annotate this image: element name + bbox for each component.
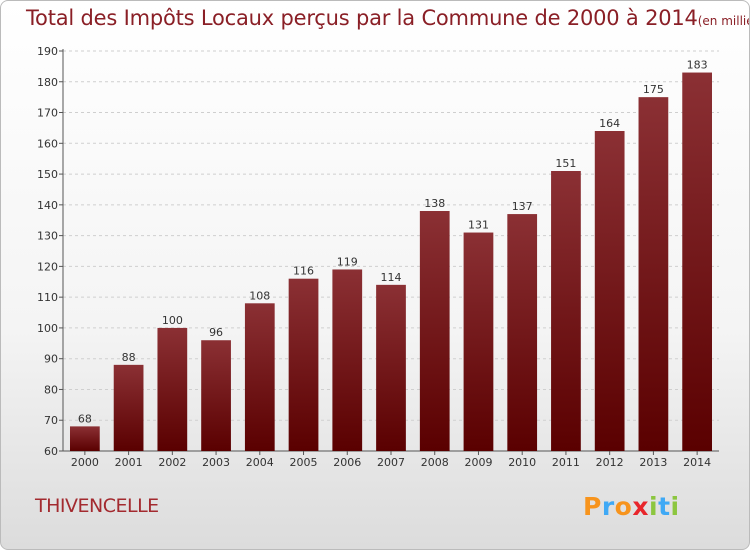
bar-2012 <box>594 131 625 451</box>
bar-value-label: 183 <box>687 59 708 72</box>
brand-logo-letter: t <box>658 492 671 521</box>
bar-2004 <box>244 303 275 451</box>
bar-value-label: 108 <box>249 289 270 302</box>
bar-value-label: 116 <box>293 265 314 278</box>
y-tick-label: 190 <box>37 45 58 58</box>
x-tick-label: 2002 <box>158 456 186 469</box>
bar-2000 <box>69 426 100 451</box>
bar-2006 <box>332 269 363 451</box>
bar-value-label: 100 <box>162 314 183 327</box>
x-tick-label: 2005 <box>290 456 318 469</box>
y-tick-label: 180 <box>37 76 58 89</box>
x-tick-label: 2000 <box>71 456 99 469</box>
commune-name: THIVENCELLE <box>35 495 159 517</box>
bar-value-label: 137 <box>512 200 533 213</box>
y-tick-label: 70 <box>44 414 58 427</box>
bar-value-label: 68 <box>78 412 92 425</box>
brand-logo-letter: o <box>614 492 633 521</box>
bar-value-label: 96 <box>209 326 223 339</box>
x-tick-label: 2004 <box>246 456 274 469</box>
bar-2001 <box>113 364 144 451</box>
bar-value-label: 175 <box>643 83 664 96</box>
bar-2011 <box>551 171 581 451</box>
x-tick-label: 2008 <box>421 456 449 469</box>
bar-2010 <box>507 214 538 451</box>
chart-title-text: Total des Impôts Locaux perçus par la Co… <box>26 6 698 30</box>
x-tick-label: 2011 <box>552 456 580 469</box>
y-tick-label: 160 <box>37 137 58 150</box>
bar-value-label: 151 <box>555 157 576 170</box>
y-tick-label: 130 <box>37 230 58 243</box>
bar-2002 <box>157 327 188 451</box>
bar-2007 <box>376 284 406 451</box>
labels: 60 70 80 90 100 110 120 130 140 150 160 170 180 190 68… <box>37 45 711 469</box>
x-tick-label: 2003 <box>202 456 230 469</box>
brand-logo-letter: r <box>601 492 615 521</box>
chart-title: Total des Impôts Locaux perçus par la Co… <box>26 6 749 30</box>
brand-logo-letter: P <box>583 492 602 521</box>
bar-value-label: 131 <box>468 219 489 232</box>
bar-value-label: 119 <box>337 255 358 268</box>
x-tick-label: 2001 <box>115 456 143 469</box>
x-tick-label: 2012 <box>596 456 624 469</box>
chart-title-unit: (en milliers d'€) <box>697 14 749 28</box>
bar-2014 <box>682 72 713 452</box>
x-tick-label: 2006 <box>333 456 361 469</box>
x-tick-label: 2014 <box>683 456 711 469</box>
y-tick-label: 90 <box>44 353 58 366</box>
y-tick-label: 110 <box>37 291 58 304</box>
bar-2005 <box>288 278 319 451</box>
y-tick-label: 150 <box>37 168 58 181</box>
y-tick-label: 100 <box>37 322 58 335</box>
bar-value-label: 138 <box>424 197 445 210</box>
brand-logo-letter: i <box>670 492 680 521</box>
x-tick-label: 2007 <box>377 456 405 469</box>
bar-2008 <box>419 211 450 451</box>
bars <box>69 72 713 452</box>
bar-value-label: 88 <box>122 351 136 364</box>
brand-logo: Proxiti <box>583 492 680 521</box>
bar-value-label: 114 <box>381 271 402 284</box>
y-tick-label: 60 <box>44 445 58 458</box>
y-tick-label: 170 <box>37 107 58 120</box>
x-tick-label: 2013 <box>639 456 667 469</box>
bar-2009 <box>463 232 494 451</box>
bar-2003 <box>201 340 231 451</box>
brand-logo-letter: x <box>632 492 649 521</box>
x-tick-label: 2010 <box>508 456 536 469</box>
bar-value-label: 164 <box>599 117 620 130</box>
bar-2013 <box>638 97 669 452</box>
y-tick-label: 80 <box>44 383 58 396</box>
y-tick-label: 140 <box>37 199 58 212</box>
x-tick-label: 2009 <box>464 456 492 469</box>
brand-logo-letter: i <box>649 492 659 521</box>
y-tick-label: 120 <box>37 260 58 273</box>
